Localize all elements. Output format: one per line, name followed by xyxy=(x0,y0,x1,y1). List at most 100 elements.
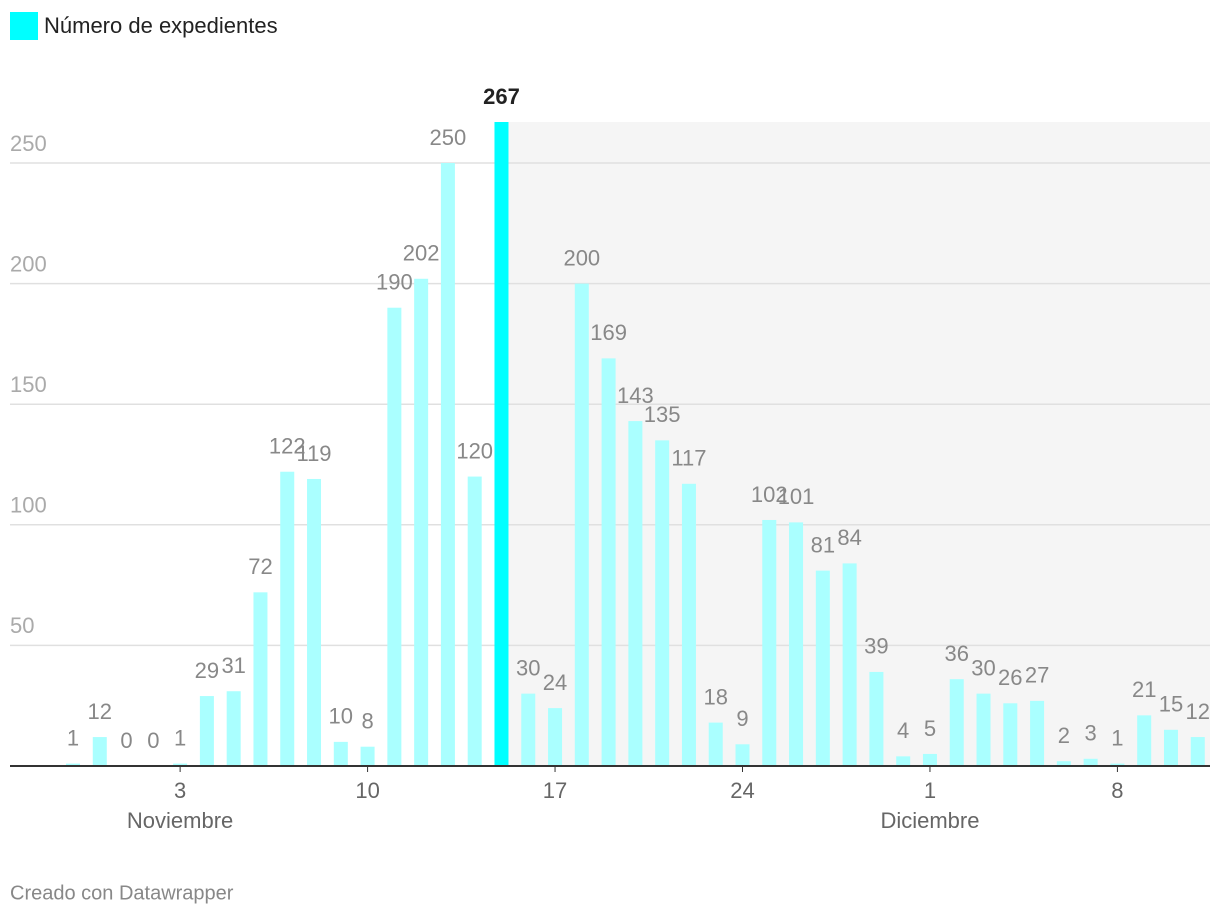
y-tick-label: 150 xyxy=(10,372,47,397)
bar xyxy=(440,163,455,767)
bar xyxy=(307,478,322,766)
bar xyxy=(253,592,268,766)
value-label: 3 xyxy=(1085,721,1097,746)
value-label: 135 xyxy=(644,402,681,427)
bar xyxy=(1083,758,1098,766)
bar xyxy=(66,763,80,766)
bar xyxy=(387,307,402,766)
legend-swatch xyxy=(10,12,38,40)
value-label: 24 xyxy=(543,670,567,695)
bar xyxy=(548,708,563,766)
bar xyxy=(869,671,884,766)
bar xyxy=(360,746,375,766)
bar xyxy=(173,763,188,766)
bar xyxy=(226,691,241,766)
value-label: 30 xyxy=(516,655,540,680)
bar xyxy=(280,471,295,766)
value-label: 119 xyxy=(296,441,331,466)
value-label: 5 xyxy=(924,716,936,741)
value-label: 267 xyxy=(483,84,520,109)
y-tick-label: 100 xyxy=(10,493,47,518)
value-label: 122 xyxy=(269,434,306,459)
value-label: 26 xyxy=(998,665,1022,690)
bar xyxy=(333,741,348,766)
x-tick-label: 8 xyxy=(1111,778,1123,803)
bar xyxy=(681,483,696,766)
bar xyxy=(1137,715,1152,766)
bar xyxy=(92,737,107,766)
value-label: 9 xyxy=(736,706,748,731)
x-tick-label: 3 xyxy=(174,778,186,803)
value-label: 1 xyxy=(1111,725,1123,750)
value-label: 36 xyxy=(944,641,968,666)
bar xyxy=(922,753,937,766)
value-label: 31 xyxy=(221,653,245,678)
value-label: 10 xyxy=(329,704,353,729)
value-label: 27 xyxy=(1025,663,1049,688)
bar xyxy=(842,563,857,766)
bar xyxy=(1190,737,1205,766)
value-label: 21 xyxy=(1132,677,1156,702)
value-label: 15 xyxy=(1159,692,1183,717)
bar xyxy=(521,693,536,766)
bar xyxy=(414,278,429,766)
value-label: 12 xyxy=(1186,699,1210,724)
bar xyxy=(949,679,964,766)
value-label: 4 xyxy=(897,718,909,743)
month-label: Diciembre xyxy=(880,808,979,833)
value-label: 117 xyxy=(671,446,706,471)
bar xyxy=(896,756,911,766)
value-label: 81 xyxy=(811,532,835,557)
value-label: 8 xyxy=(361,709,373,734)
value-label: 120 xyxy=(456,438,493,463)
bar xyxy=(708,722,723,766)
value-label: 39 xyxy=(864,634,888,659)
value-label: 190 xyxy=(376,270,413,295)
bar xyxy=(601,358,616,766)
value-label: 102 xyxy=(751,482,788,507)
bar xyxy=(199,696,214,766)
bar xyxy=(467,476,482,766)
bar xyxy=(1030,700,1045,766)
y-tick-label: 250 xyxy=(10,131,47,156)
x-tick-label: 1 xyxy=(924,778,936,803)
x-tick-label: 24 xyxy=(730,778,754,803)
bar xyxy=(1163,729,1178,766)
footer: Creado con Datawrapper xyxy=(10,882,234,904)
value-label: 2 xyxy=(1058,723,1070,748)
value-label: 0 xyxy=(120,728,132,753)
bar xyxy=(1003,703,1018,766)
bar xyxy=(762,519,777,766)
bar xyxy=(1110,763,1125,766)
value-label: 202 xyxy=(403,241,440,266)
value-label: 84 xyxy=(837,525,861,550)
value-label: 101 xyxy=(778,484,815,509)
value-label: 72 xyxy=(248,554,272,579)
bar xyxy=(628,421,643,766)
value-label: 29 xyxy=(195,658,219,683)
legend-label: Número de expedientes xyxy=(44,13,278,38)
bar xyxy=(1056,761,1071,766)
y-tick-label: 200 xyxy=(10,251,47,276)
value-label: 1 xyxy=(174,725,186,750)
month-label: Noviembre xyxy=(127,808,233,833)
x-tick-label: 17 xyxy=(543,778,567,803)
value-label: 0 xyxy=(147,728,159,753)
bar xyxy=(735,744,750,766)
bar xyxy=(815,570,830,766)
x-tick-label: 10 xyxy=(355,778,379,803)
value-label: 250 xyxy=(430,125,467,150)
bar xyxy=(789,522,804,766)
value-label: 169 xyxy=(590,320,627,345)
bar xyxy=(494,122,509,766)
bar xyxy=(976,693,991,766)
bar xyxy=(574,283,589,766)
bar xyxy=(655,440,670,766)
value-label: 18 xyxy=(703,684,727,709)
value-label: 30 xyxy=(971,655,995,680)
value-label: 143 xyxy=(617,383,654,408)
value-label: 1 xyxy=(67,725,79,750)
y-tick-label: 50 xyxy=(10,613,34,638)
value-label: 12 xyxy=(88,699,112,724)
